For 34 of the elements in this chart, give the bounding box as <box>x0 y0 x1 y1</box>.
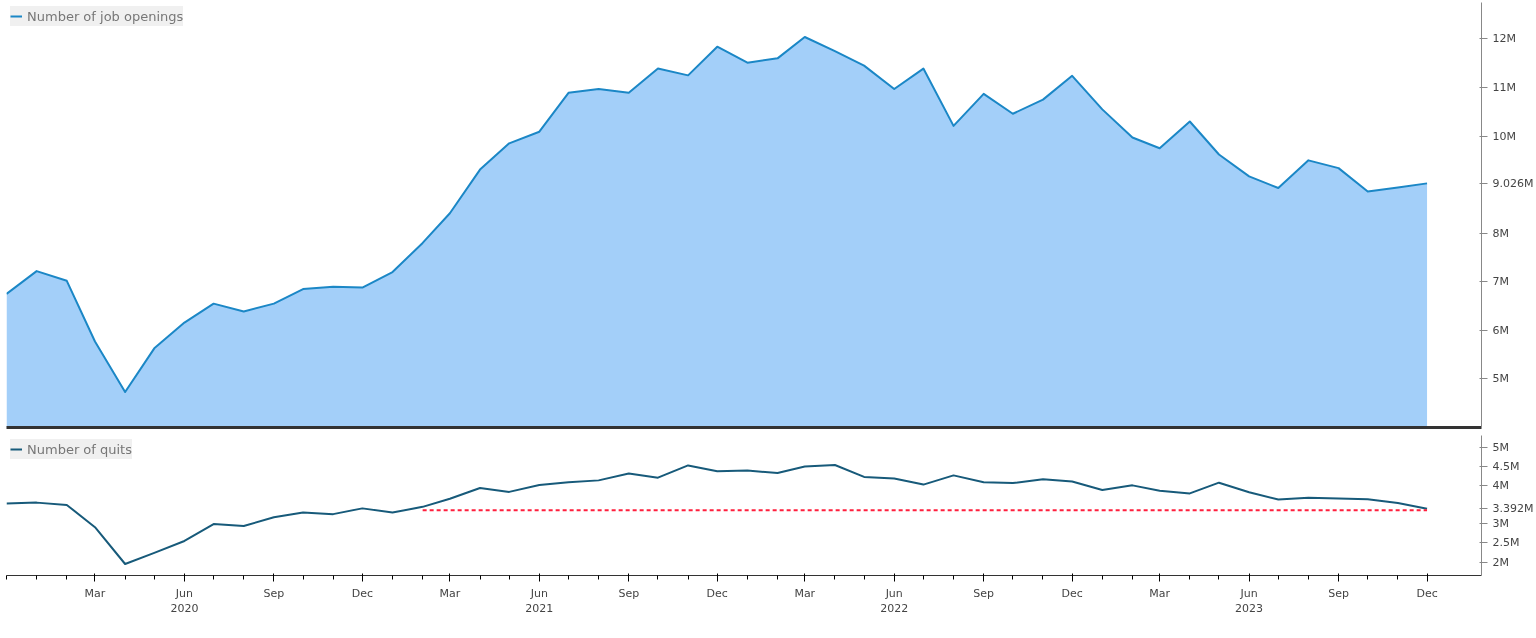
x-tick-label: Mar <box>84 586 106 600</box>
x-tick-label: Sep <box>1328 586 1349 600</box>
x-tick-label: Sep <box>263 586 285 600</box>
x-tick-label: Dec <box>1061 586 1083 600</box>
x-tick-label: Jun 2023 <box>1235 586 1264 616</box>
line-series <box>6 464 1429 565</box>
x-tick-label: Dec <box>706 586 728 600</box>
y-tick-label: 9.026M <box>1492 176 1534 190</box>
y-tick-label: 6M <box>1492 323 1509 337</box>
y-tick-label: 4.5M <box>1492 459 1520 473</box>
y-tick-label: 3M <box>1492 517 1509 531</box>
y-tick-label: 11M <box>1492 81 1516 94</box>
y-tick-label: 12M <box>1492 32 1516 46</box>
x-tick-label: Jun 2021 <box>525 586 554 616</box>
y-tick-label: 3.392M <box>1492 502 1534 516</box>
x-tick-label: Sep <box>618 586 640 600</box>
x-tick-label: Mar <box>439 586 461 600</box>
x-tick-label: Jun 2020 <box>170 586 199 616</box>
y-tick-label: 5M <box>1492 372 1509 386</box>
x-tick-label: Sep <box>973 586 995 600</box>
y-tick-label: 8M <box>1492 226 1509 240</box>
y-tick-label: 4M <box>1492 478 1509 492</box>
legend-label: Number of job openings <box>27 8 184 24</box>
x-tick-label: Dec <box>351 586 374 600</box>
y-tick-label: 10M <box>1492 129 1516 143</box>
legend-label: Number of quits <box>27 441 132 457</box>
x-tick-label: Jun 2022 <box>880 586 909 616</box>
x-tick-label: Mar <box>794 586 816 600</box>
y-tick-label: 5M <box>1492 440 1509 454</box>
y-tick-label: 2M <box>1492 555 1509 569</box>
y-tick-label: 2.5M <box>1492 536 1520 550</box>
x-tick-label: Mar <box>1149 586 1171 600</box>
x-tick-label: Dec <box>1416 586 1438 600</box>
y-tick-label: 7M <box>1492 275 1509 289</box>
